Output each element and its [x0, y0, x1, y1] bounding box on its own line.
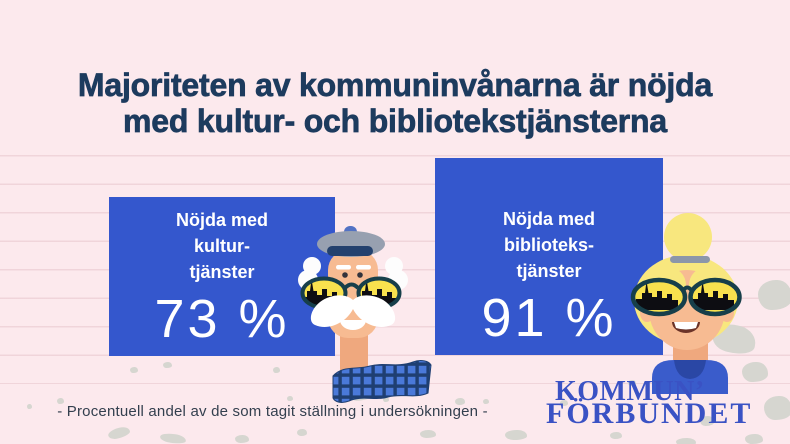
man-smile [340, 320, 366, 330]
bar-bibliotekstjanster: Nöjda med biblioteks- tjänster 91 % [435, 158, 663, 355]
paint-splatter [628, 380, 636, 386]
woman-smile [672, 322, 700, 333]
bar-label: Nöjda med kultur- tjänster [176, 207, 268, 285]
paint-splatter [745, 434, 763, 444]
woman-with-sunglasses-illustration [630, 213, 742, 394]
paint-splatter [383, 397, 389, 402]
kommunforbundet-logo: KOMMUN’ FÖRBUNDET [546, 376, 766, 430]
paint-splatter [700, 416, 714, 426]
paint-splatter [758, 280, 790, 310]
paint-splatter [107, 425, 131, 441]
paint-splatter [483, 399, 489, 404]
paint-splatter [455, 398, 465, 405]
man-checked-scarf [332, 360, 432, 403]
logo-line-1: KOMMUN’ [555, 376, 705, 407]
bar-label-line: biblioteks- [503, 235, 594, 255]
paint-splatter [159, 432, 187, 444]
paint-splatter [297, 429, 307, 436]
title-line-2: med kultur- och bibliotekstjänsterna [122, 103, 668, 140]
man-with-beret-illustration [298, 226, 432, 403]
paint-splatter [130, 367, 138, 373]
man-eyebrow [356, 265, 371, 270]
paint-splatter [560, 400, 568, 406]
bar-label-line: Nöjda med [175, 210, 268, 230]
paint-splatter [235, 435, 249, 443]
bar-value: 73 % [154, 289, 290, 349]
woman-hair-tie [670, 256, 710, 263]
bar-label-line: tjänster [189, 262, 255, 282]
paint-splatter [287, 396, 293, 401]
paint-splatter [764, 396, 790, 420]
paint-splatter [163, 362, 172, 368]
man-eye [357, 272, 363, 278]
footnote: - Procentuell andel av de som tagit stäl… [57, 403, 488, 420]
paint-splatter [505, 430, 527, 440]
paint-splatter [27, 404, 32, 409]
page-title: Majoriteten av kommuninvånarna är nöjda … [0, 67, 790, 140]
paint-splatter [57, 398, 64, 404]
bar-label: Nöjda med biblioteks- tjänster [503, 206, 595, 284]
bar-value: 91 % [481, 288, 617, 348]
man-eye [342, 272, 348, 278]
man-moustache [310, 295, 396, 328]
man-beret [317, 226, 385, 257]
man-eyebrow [336, 265, 351, 270]
bar-label-line: Nöjda med [502, 209, 595, 229]
title-line-1: Majoriteten av kommuninvånarna är nöjda [77, 67, 713, 104]
paint-splatter [610, 432, 622, 439]
bar-label-line: tjänster [516, 261, 582, 281]
woman-collar [674, 360, 706, 379]
paint-splatter [742, 362, 768, 382]
paint-splatter [676, 438, 696, 444]
paint-splatter [420, 430, 436, 438]
bar-kulturtjanster: Nöjda med kultur- tjänster 73 % [109, 197, 335, 356]
woman-sunglasses-icon [630, 277, 742, 317]
paint-splatter [273, 367, 280, 373]
woman-hair-bun [664, 213, 712, 261]
logo-line-2: FÖRBUNDET [546, 397, 753, 430]
bar-label-line: kultur- [193, 236, 250, 256]
